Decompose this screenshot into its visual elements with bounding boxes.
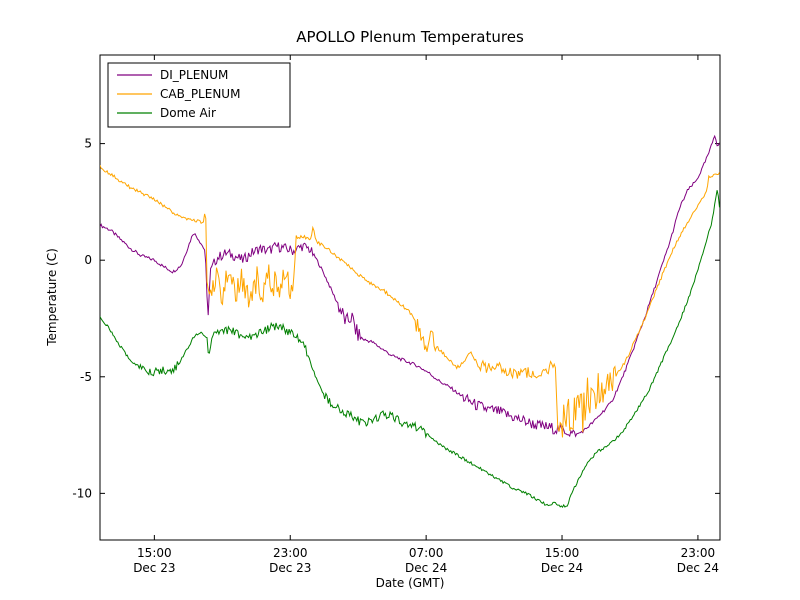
y-axis-label: Temperature (C) <box>45 248 59 346</box>
series-line-dome-air <box>100 190 720 509</box>
x-tick-label-time: 23:00 <box>273 546 308 560</box>
chart-title: APOLLO Plenum Temperatures <box>296 28 524 46</box>
legend-box <box>107 62 291 128</box>
x-tick-label-time: 15:00 <box>137 546 172 560</box>
legend-label: CAB_PLENUM <box>160 87 240 101</box>
y-tick-label: 0 <box>84 253 92 267</box>
x-tick-label-date: Dec 23 <box>269 561 311 575</box>
legend: DI_PLENUM CAB_PLENUM Dome Air <box>107 62 291 128</box>
x-tick-label-time: 07:00 <box>409 546 444 560</box>
x-tick-label-time: 23:00 <box>681 546 716 560</box>
series-line-cab-plenum <box>100 165 720 438</box>
y-tick-label: -10 <box>72 486 92 500</box>
y-tick-label: 5 <box>84 137 92 151</box>
x-axis-label: Date (GMT) <box>375 576 445 590</box>
legend-label: DI_PLENUM <box>160 68 228 82</box>
x-tick-label-date: Dec 24 <box>677 561 719 575</box>
x-tick-label-time: 15:00 <box>545 546 580 560</box>
y-tick-label: -5 <box>80 370 92 384</box>
x-tick-label-date: Dec 24 <box>405 561 447 575</box>
legend-label: Dome Air <box>160 106 216 120</box>
x-tick-label-date: Dec 24 <box>541 561 583 575</box>
axes-frame <box>99 54 721 541</box>
x-tick-label-date: Dec 23 <box>133 561 175 575</box>
series-line-di-plenum <box>100 134 720 438</box>
